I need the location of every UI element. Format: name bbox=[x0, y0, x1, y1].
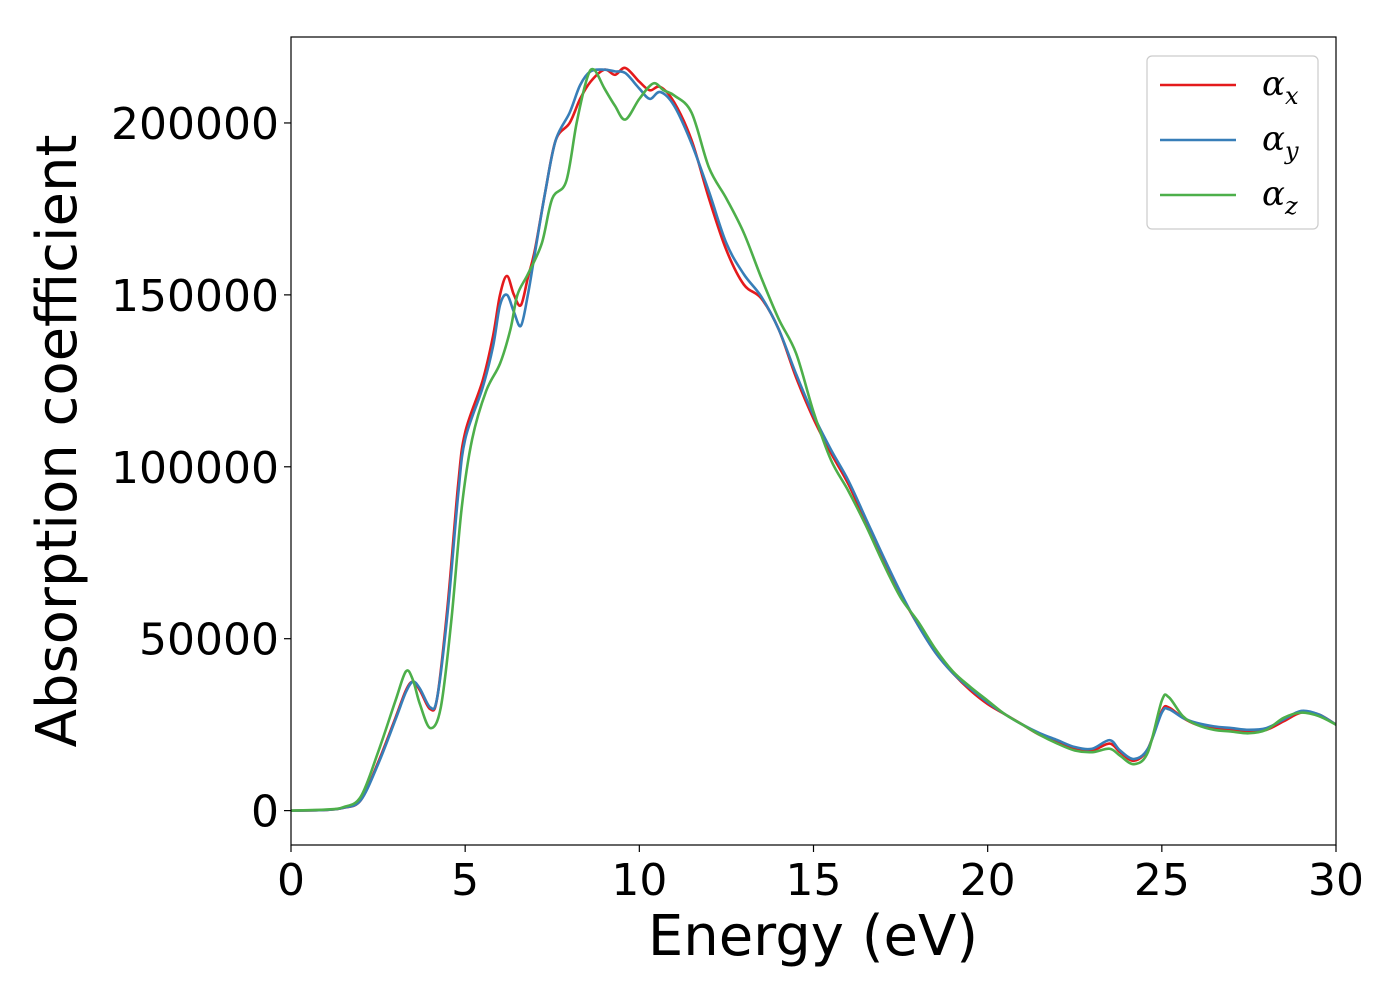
y-tick-label: 200000 bbox=[111, 99, 279, 150]
x-tick-label: 20 bbox=[960, 855, 1016, 906]
x-tick-label: 30 bbox=[1308, 855, 1364, 906]
y-tick-label: 150000 bbox=[111, 271, 279, 322]
x-tick-label: 25 bbox=[1134, 855, 1190, 906]
x-axis-label: Energy (eV) bbox=[648, 904, 978, 969]
y-tick-label: 50000 bbox=[139, 615, 279, 666]
series-line-y bbox=[291, 68, 1336, 812]
legend-label-x: αx bbox=[1262, 64, 1299, 110]
series-layer bbox=[291, 66, 1336, 812]
series-line-z bbox=[291, 67, 1336, 812]
x-tick-label: 10 bbox=[611, 855, 667, 906]
legend-box bbox=[1146, 55, 1319, 230]
axes-layer: 0 5 10 15 20 25 30 0 50000 100000 150000 200000 bbox=[111, 36, 1364, 906]
y-tick-label: 0 bbox=[251, 787, 279, 838]
x-tick-label: 5 bbox=[451, 855, 479, 906]
y-axis-label: Absorption coefficient bbox=[25, 135, 90, 748]
x-tick-label: 0 bbox=[277, 855, 305, 906]
y-tick-label: 100000 bbox=[111, 443, 279, 494]
x-tick-label: 15 bbox=[786, 855, 842, 906]
